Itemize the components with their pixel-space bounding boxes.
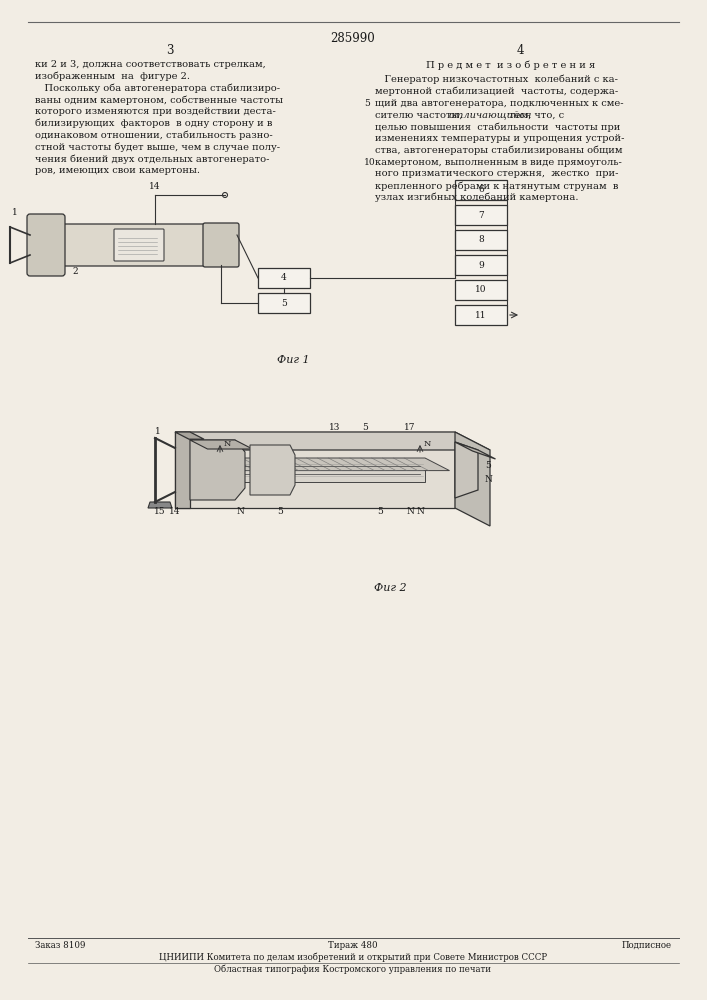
Text: ров, имеющих свои камертоны.: ров, имеющих свои камертоны. (35, 166, 200, 175)
Polygon shape (210, 458, 450, 471)
Text: одинаковом отношении, стабильность разно-: одинаковом отношении, стабильность разно… (35, 131, 273, 140)
Text: ного призматического стержня,  жестко  при-: ного призматического стержня, жестко при… (375, 169, 619, 178)
Text: 1: 1 (12, 208, 18, 217)
Bar (455, 205, 507, 225)
Text: ЦНИИПИ Комитета по делам изобретений и открытий при Совете Министров СССР: ЦНИИПИ Комитета по делам изобретений и о… (159, 952, 547, 962)
Text: N: N (236, 508, 244, 516)
Text: 8: 8 (478, 235, 484, 244)
Text: 5: 5 (362, 424, 368, 432)
Polygon shape (455, 442, 496, 459)
Text: N: N (416, 508, 424, 516)
Polygon shape (175, 432, 190, 508)
Text: чения биений двух отдельных автогенерато-: чения биений двух отдельных автогенерато… (35, 154, 269, 164)
Bar (455, 255, 507, 275)
Text: 5: 5 (277, 508, 283, 516)
Text: 13: 13 (329, 424, 341, 432)
Bar (258, 268, 310, 288)
Text: 5: 5 (377, 508, 383, 516)
Text: 14: 14 (169, 508, 181, 516)
Text: 17: 17 (404, 424, 416, 432)
Text: которого изменяются при воздействии деста-: которого изменяются при воздействии дест… (35, 107, 276, 116)
Polygon shape (455, 432, 490, 526)
Polygon shape (190, 440, 252, 449)
Text: крепленного ребрами к натянутым струнам  в: крепленного ребрами к натянутым струнам … (375, 181, 619, 191)
Text: камертоном, выполненным в виде прямоуголь-: камертоном, выполненным в виде прямоугол… (375, 158, 622, 167)
Bar (258, 293, 310, 313)
Text: Тираж 480: Тираж 480 (328, 941, 378, 950)
Text: узлах изгибных колебаний камертона.: узлах изгибных колебаний камертона. (375, 193, 578, 202)
Text: 15: 15 (154, 508, 166, 516)
Text: 4: 4 (281, 273, 287, 282)
Text: 5: 5 (485, 460, 491, 470)
FancyBboxPatch shape (27, 214, 65, 276)
Text: целью повышения  стабильности  частоты при: целью повышения стабильности частоты при (375, 122, 620, 132)
Text: 7: 7 (478, 211, 484, 220)
Text: 11: 11 (475, 310, 486, 320)
Text: Областная типография Костромского управления по печати: Областная типография Костромского управл… (214, 965, 491, 974)
Text: ства, автогенераторы стабилизированы общим: ства, автогенераторы стабилизированы общ… (375, 146, 622, 155)
Text: 6: 6 (478, 186, 484, 194)
Text: 1: 1 (155, 428, 161, 436)
Text: 5: 5 (364, 99, 370, 108)
Text: 3: 3 (166, 44, 174, 57)
FancyBboxPatch shape (62, 224, 208, 266)
Text: Подписное: Подписное (622, 941, 672, 950)
Text: 9: 9 (478, 260, 484, 269)
Text: отличающийся: отличающийся (449, 110, 532, 119)
Polygon shape (175, 432, 455, 508)
Text: Заказ 8109: Заказ 8109 (35, 941, 86, 950)
FancyBboxPatch shape (114, 229, 164, 261)
Text: 4: 4 (516, 44, 524, 57)
Text: тем, что, с: тем, что, с (506, 110, 564, 119)
FancyBboxPatch shape (203, 223, 239, 267)
Text: билизирующих  факторов  в одну сторону и в: билизирующих факторов в одну сторону и в (35, 119, 272, 128)
Polygon shape (148, 502, 172, 508)
Text: изображенным  на  фигуре 2.: изображенным на фигуре 2. (35, 72, 190, 81)
Text: 10: 10 (364, 158, 375, 167)
Bar (455, 280, 507, 300)
Text: щий два автогенератора, подключенных к сме-: щий два автогенератора, подключенных к с… (375, 99, 624, 108)
Text: ваны одним камертоном, собственные частоты: ваны одним камертоном, собственные часто… (35, 95, 283, 105)
Text: Фиг 2: Фиг 2 (374, 583, 407, 593)
Text: N: N (484, 476, 492, 485)
Text: 14: 14 (149, 182, 160, 191)
Text: ки 2 и 3, должна соответствовать стрелкам,: ки 2 и 3, должна соответствовать стрелка… (35, 60, 266, 69)
Text: N: N (406, 508, 414, 516)
Text: N: N (224, 440, 231, 448)
Text: П р е д м е т  и з о б р е т е н и я: П р е д м е т и з о б р е т е н и я (426, 60, 595, 70)
Polygon shape (175, 432, 490, 450)
Text: Фиг 1: Фиг 1 (276, 355, 310, 365)
Bar (455, 305, 507, 325)
Text: 2: 2 (72, 267, 78, 276)
Text: мертонной стабилизацией  частоты, содержа-: мертонной стабилизацией частоты, содержа… (375, 87, 618, 96)
Text: изменениях температуры и упрощения устрой-: изменениях температуры и упрощения устро… (375, 134, 624, 143)
Bar (455, 230, 507, 250)
Polygon shape (175, 432, 204, 439)
Text: 5: 5 (281, 298, 287, 308)
Text: 10: 10 (475, 286, 486, 294)
Polygon shape (250, 445, 295, 495)
Text: Поскольку оба автогенератора стабилизиро-: Поскольку оба автогенератора стабилизиро… (35, 84, 280, 93)
Text: стной частоты будет выше, чем в случае полу-: стной частоты будет выше, чем в случае п… (35, 143, 280, 152)
Bar (455, 180, 507, 200)
Polygon shape (210, 458, 425, 482)
Text: 285990: 285990 (331, 32, 375, 45)
Text: сителю частоты,: сителю частоты, (375, 110, 466, 119)
Polygon shape (190, 440, 245, 500)
Text: Генератор низкочастотных  колебаний с ка-: Генератор низкочастотных колебаний с ка- (375, 75, 618, 85)
Text: N: N (424, 440, 431, 448)
Polygon shape (455, 442, 478, 498)
